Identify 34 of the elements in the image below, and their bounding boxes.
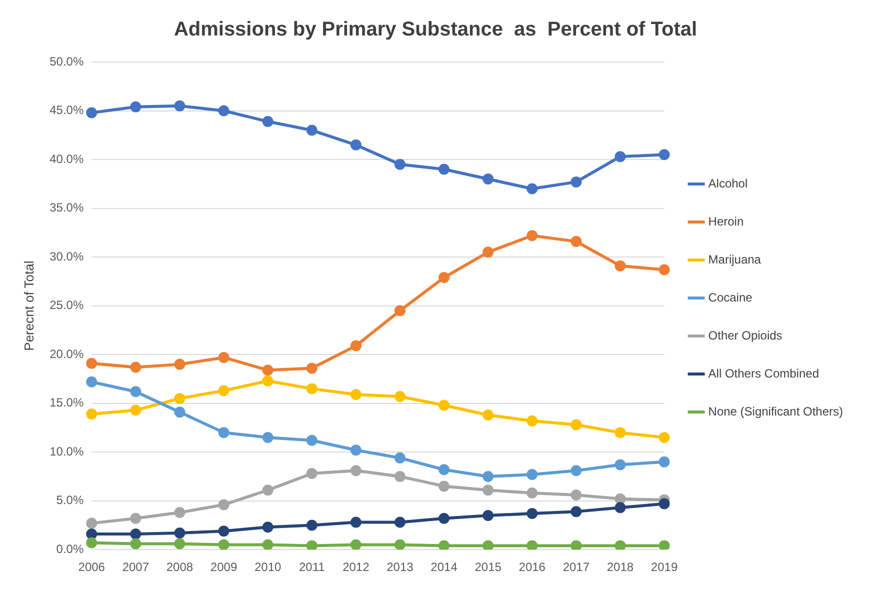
legend-label: All Others Combined bbox=[708, 366, 819, 380]
x-tick-label: 2011 bbox=[298, 560, 326, 574]
chart-title: Admissions by Primary Substance as Percent of Total bbox=[174, 18, 698, 41]
y-tick-label: 45.0% bbox=[50, 103, 84, 118]
y-tick-label: 0.0% bbox=[56, 542, 84, 556]
y-tick-label: 20.0% bbox=[50, 346, 84, 361]
x-tick-label: 2017 bbox=[562, 560, 590, 574]
x-tick-label: 2016 bbox=[518, 560, 546, 574]
legend-label: Marijuana bbox=[708, 252, 762, 266]
legend-label: Alcohol bbox=[708, 176, 748, 190]
x-tick-label: 2018 bbox=[606, 560, 634, 574]
x-tick-label: 2006 bbox=[78, 560, 106, 574]
legend-label: Heroin bbox=[708, 214, 744, 228]
y-tick-label: 5.0% bbox=[56, 493, 84, 508]
y-tick-label: 15.0% bbox=[50, 396, 84, 410]
x-tick-label: 2015 bbox=[474, 560, 502, 574]
x-tick-label: 2013 bbox=[386, 560, 414, 574]
x-tick-label: 2009 bbox=[210, 560, 238, 574]
x-tick-label: 2007 bbox=[122, 560, 150, 574]
y-tick-label: 30.0% bbox=[50, 249, 84, 264]
x-tick-label: 2019 bbox=[650, 560, 678, 574]
legend-label: Cocaine bbox=[708, 290, 753, 304]
y-tick-label: 40.0% bbox=[50, 152, 84, 166]
x-tick-label: 2008 bbox=[166, 560, 194, 574]
legend-label: None (Significant Others) bbox=[708, 404, 844, 418]
x-tick-label: 2014 bbox=[430, 560, 458, 574]
y-tick-label: 25.0% bbox=[50, 298, 84, 312]
y-tick-label: 10.0% bbox=[50, 444, 84, 458]
y-tick-label: 50.0% bbox=[50, 54, 84, 68]
x-tick-label: 2010 bbox=[254, 560, 282, 574]
y-axis-title: Perecnt of Total bbox=[21, 260, 36, 351]
x-tick-label: 2012 bbox=[342, 560, 370, 574]
y-tick-label: 35.0% bbox=[50, 200, 84, 215]
legend-label: Other Opioids bbox=[708, 328, 782, 342]
